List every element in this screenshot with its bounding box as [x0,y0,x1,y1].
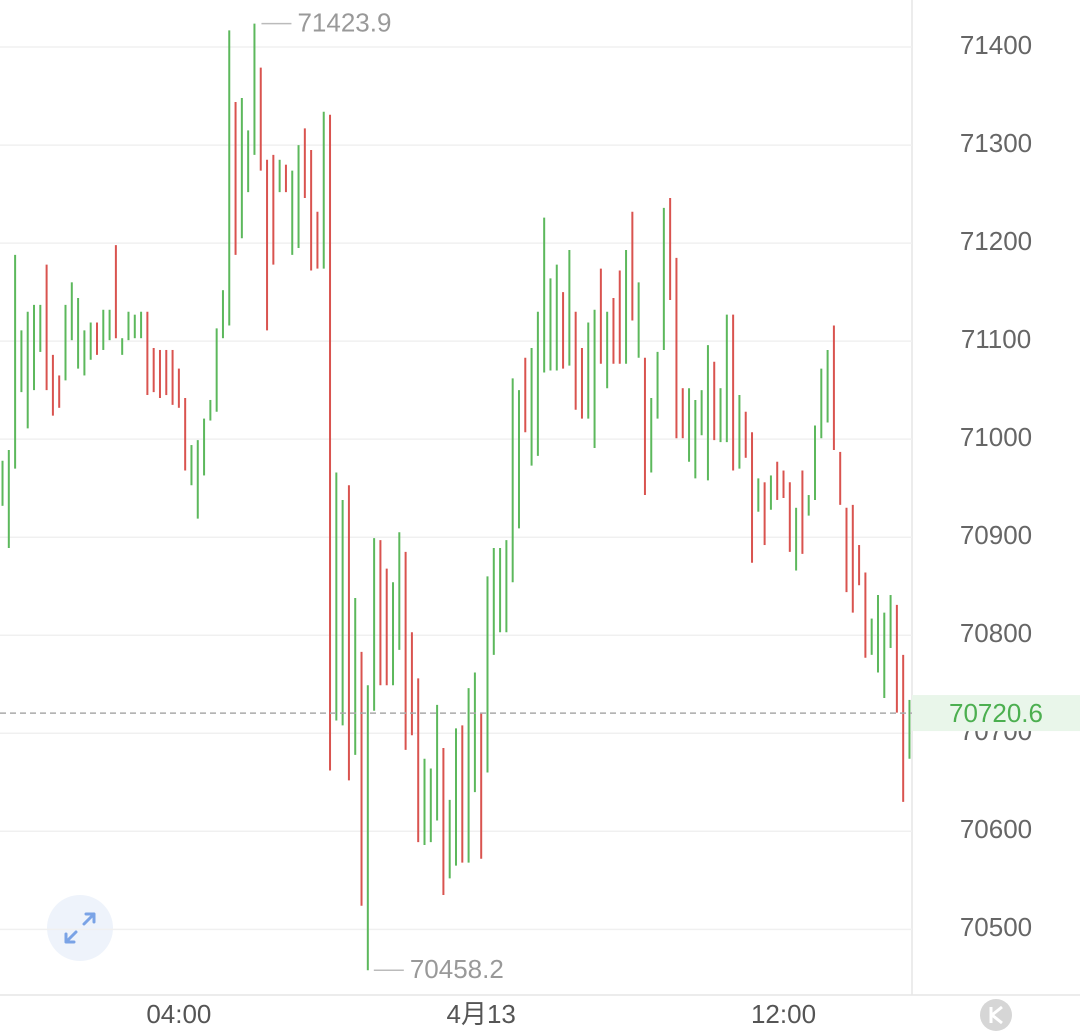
y-tick-label: 70500 [960,912,1032,942]
last-price-label: 70720.6 [949,698,1043,728]
y-tick-label: 71200 [960,226,1032,256]
kline-button[interactable] [980,999,1012,1031]
low-label: 70458.2 [410,954,504,984]
kline-icon [989,1005,1003,1025]
kline-bg [980,999,1012,1031]
y-tick-label: 70600 [960,814,1032,844]
x-tick-label: 04:00 [146,999,211,1029]
plot: 7050070600707007080070900710007110071200… [0,8,1080,1029]
y-tick-label: 71400 [960,30,1032,60]
x-tick-label: 12:00 [751,999,816,1029]
y-tick-label: 70900 [960,520,1032,550]
last-price-box [912,695,1080,732]
y-tick-label: 71300 [960,128,1032,158]
y-tick-label: 71000 [960,422,1032,452]
expand-icon [64,912,96,944]
y-tick-label: 70800 [960,618,1032,648]
expand-button[interactable] [47,895,113,961]
expand-bg [47,895,113,961]
x-tick-label: 4月13 [446,999,515,1029]
y-tick-label: 71100 [961,324,1031,354]
high-label: 71423.9 [297,8,391,38]
